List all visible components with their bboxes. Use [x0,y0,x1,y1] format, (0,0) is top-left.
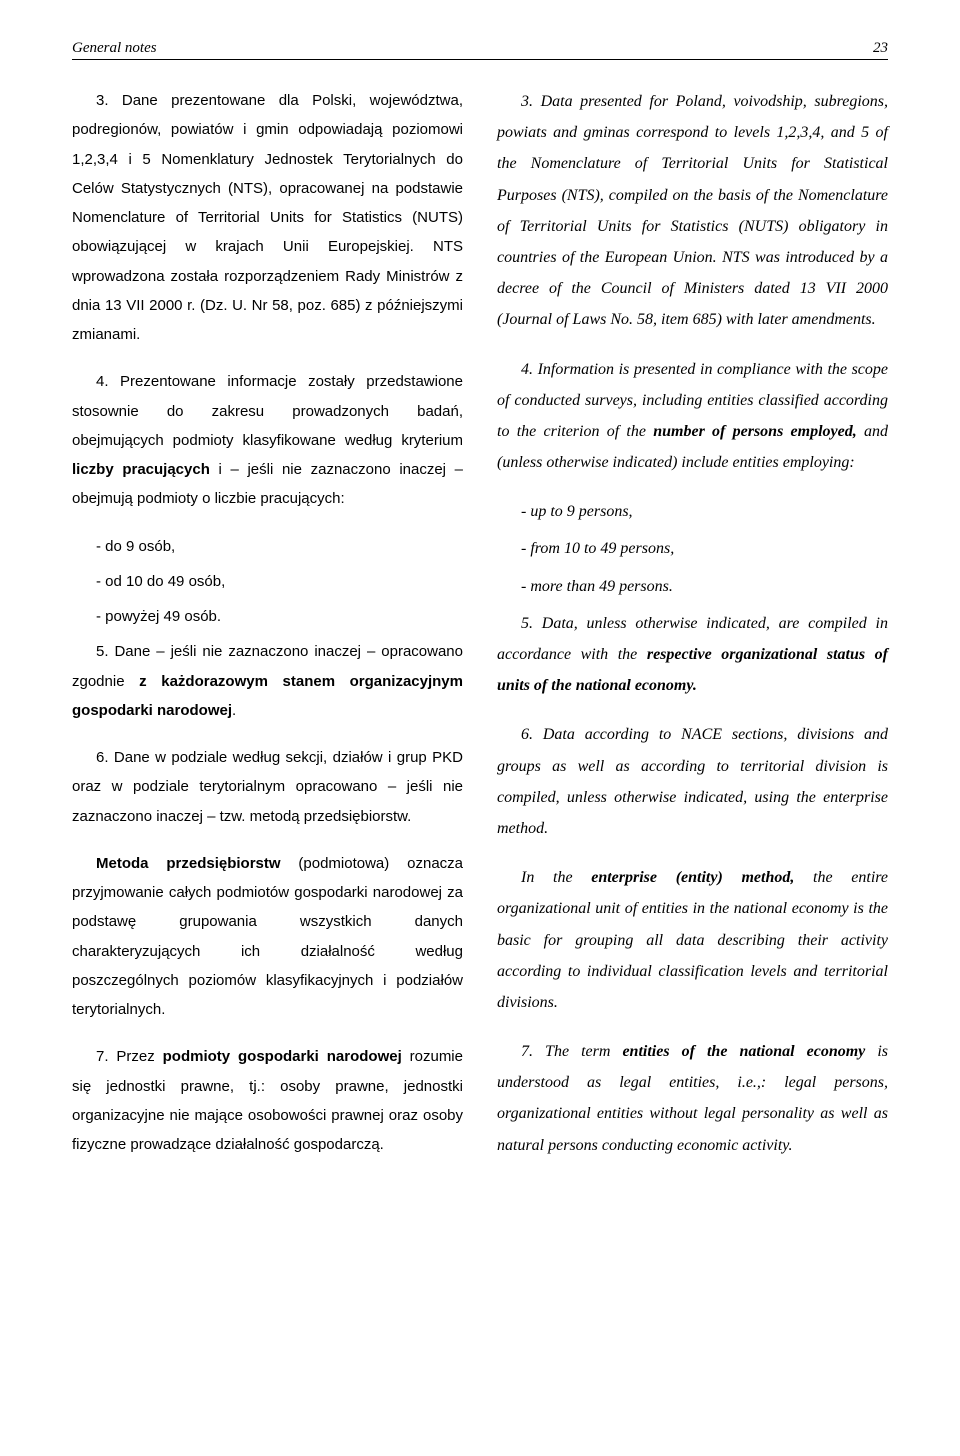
para-7-en-bold: entities of the national economy [622,1043,865,1060]
page-number: 23 [873,40,888,57]
para-7-pl-bold: podmioty gospodarki narodowej [163,1048,402,1065]
para-method-pl-bold: Metoda przedsiębiorstw [96,855,281,872]
para-6-en: 6. Data according to NACE sections, divi… [497,719,888,844]
para-7-en-a: 7. The term [521,1043,622,1060]
two-column-layout: 3. Dane prezentowane dla Polski, wojewód… [72,86,888,1179]
para-7-pl: 7. Przez podmioty gospodarki narodowej r… [72,1042,463,1159]
para-4-pl-a: 4. Prezentowane informacje zostały przed… [72,373,463,449]
para-method-en: In the enterprise (entity) method, the e… [497,862,888,1018]
running-head: General notes 23 [72,40,888,60]
bullet-2-pl: - od 10 do 49 osób, [72,567,463,596]
para-5-pl: 5. Dane – jeśli nie zaznaczono inaczej –… [72,637,463,725]
bullet-1-pl: - do 9 osób, [72,532,463,561]
bullet-1-en: - up to 9 persons, [497,496,888,527]
para-7-pl-a: 7. Przez [96,1048,163,1065]
para-4-pl-bold: liczby pracujących [72,461,210,478]
para-method-en-a: In the [521,869,591,886]
para-7-en: 7. The term entities of the national eco… [497,1036,888,1161]
para-4-pl: 4. Prezentowane informacje zostały przed… [72,367,463,513]
para-method-en-bold: enterprise (entity) method, [591,869,794,886]
page: General notes 23 3. Dane prezentowane dl… [0,0,960,1456]
para-method-en-c: the entire organizational unit of entiti… [497,869,888,1011]
column-right-english: 3. Data presented for Poland, voivodship… [497,86,888,1179]
para-4-en: 4. Information is presented in complianc… [497,354,888,479]
bullet-3-pl: - powyżej 49 osób. [72,602,463,631]
bullet-2-en: - from 10 to 49 persons, [497,533,888,564]
para-3-en: 3. Data presented for Poland, voivodship… [497,86,888,336]
para-method-pl: Metoda przedsiębiorstw (podmiotowa) ozna… [72,849,463,1025]
para-6-pl: 6. Dane w podziale według sekcji, działó… [72,743,463,831]
bullet-3-en: - more than 49 persons. [497,571,888,602]
para-3-pl: 3. Dane prezentowane dla Polski, wojewód… [72,86,463,349]
para-5-en: 5. Data, unless otherwise indicated, are… [497,608,888,702]
column-left-polish: 3. Dane prezentowane dla Polski, wojewód… [72,86,463,1179]
para-5-pl-c: . [232,702,236,719]
para-method-pl-b: (podmiotowa) ozna­cza przyjmowanie całyc… [72,855,463,1018]
running-head-title: General notes [72,40,157,57]
para-4-en-bold: num­ber of persons employed, [653,423,857,440]
